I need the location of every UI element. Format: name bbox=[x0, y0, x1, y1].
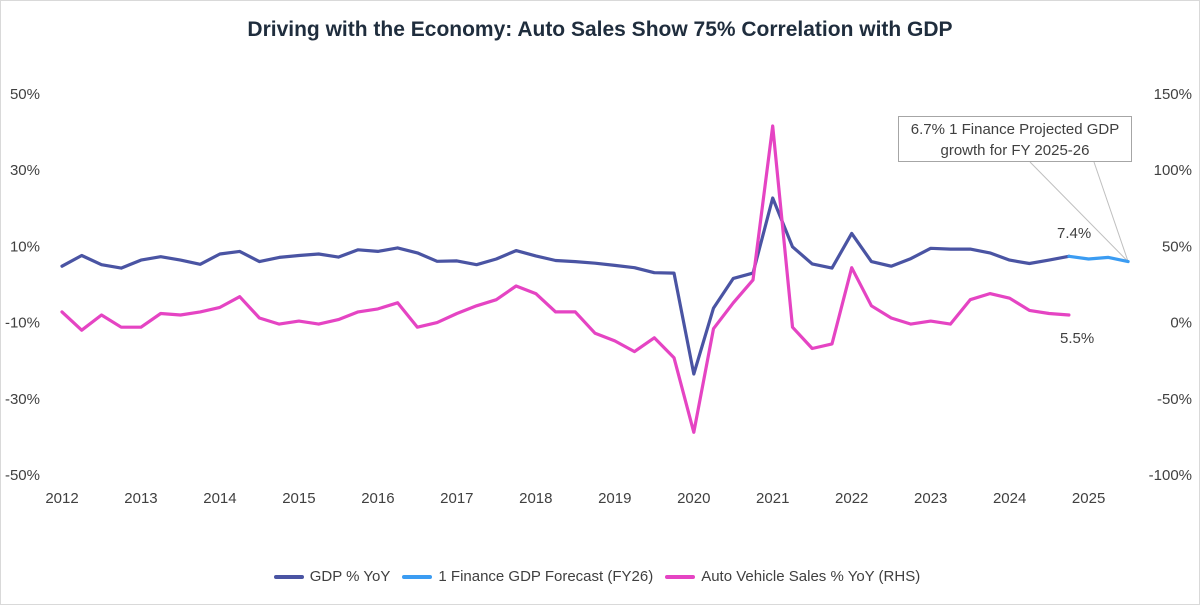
callout-leader-line-2 bbox=[1093, 161, 1129, 262]
x-tick-label: 2022 bbox=[835, 490, 868, 507]
x-tick-label: 2023 bbox=[914, 490, 947, 507]
right-tick-label: -50% bbox=[1157, 391, 1192, 408]
x-tick-label: 2014 bbox=[203, 490, 236, 507]
right-tick-label: 150% bbox=[1154, 86, 1192, 103]
series-layer bbox=[60, 124, 1130, 434]
chart-title: Driving with the Economy: Auto Sales Sho… bbox=[247, 18, 953, 41]
legend-item-gdp: GDP % YoY bbox=[273, 568, 391, 585]
auto-sales-last-value-label: 5.5% bbox=[1060, 330, 1095, 347]
gdp-last-value-label: 7.4% bbox=[1057, 225, 1092, 242]
left-tick-label: -10% bbox=[5, 315, 40, 332]
legend-swatch-forecast bbox=[402, 574, 433, 579]
right-tick-label: 0% bbox=[1170, 315, 1192, 332]
callout-line-1: 6.7% 1 Finance Projected GDP bbox=[910, 121, 1120, 138]
x-tick-label: 2020 bbox=[677, 490, 710, 507]
legend-swatch-gdp bbox=[273, 574, 304, 579]
legend-item-forecast: 1 Finance GDP Forecast (FY26) bbox=[402, 568, 653, 585]
x-tick-label: 2021 bbox=[756, 490, 789, 507]
left-tick-label: -50% bbox=[5, 467, 40, 484]
x-tick-label: 2017 bbox=[440, 490, 473, 507]
left-tick-label: -30% bbox=[5, 391, 40, 408]
right-tick-label: -100% bbox=[1149, 467, 1192, 484]
x-tick-label: 2015 bbox=[282, 490, 315, 507]
x-tick-label: 2024 bbox=[993, 490, 1026, 507]
series-line-1 bbox=[1067, 254, 1130, 264]
right-tick-label: 50% bbox=[1162, 238, 1192, 255]
legend-label-forecast: 1 Finance GDP Forecast (FY26) bbox=[438, 568, 654, 585]
right-axis-ticks: 150% 100% 50% 0% -50% -100% bbox=[1149, 86, 1192, 484]
left-tick-label: 10% bbox=[10, 238, 40, 255]
series-line-2 bbox=[60, 124, 1071, 434]
left-tick-label: 50% bbox=[10, 86, 40, 103]
chart-legend: GDP % YoY 1 Finance GDP Forecast (FY26) … bbox=[0, 568, 1200, 585]
legend-swatch-auto-sales bbox=[665, 574, 696, 579]
callout-leader-line-1 bbox=[1029, 161, 1129, 262]
right-tick-label: 100% bbox=[1154, 162, 1192, 179]
x-tick-label: 2016 bbox=[361, 490, 394, 507]
forecast-callout: 6.7% 1 Finance Projected GDP growth for … bbox=[898, 116, 1132, 162]
legend-label-auto-sales: Auto Vehicle Sales % YoY (RHS) bbox=[701, 568, 921, 585]
left-axis-ticks: 50% 30% 10% -10% -30% -50% bbox=[5, 86, 40, 484]
x-axis-ticks: 2012 2013 2014 2015 2016 2017 2018 2019 2020 2021… bbox=[45, 490, 1105, 507]
x-tick-label: 2018 bbox=[519, 490, 552, 507]
x-tick-label: 2025 bbox=[1072, 490, 1105, 507]
callout-line-2: growth for FY 2025-26 bbox=[940, 142, 1090, 159]
x-tick-label: 2019 bbox=[598, 490, 631, 507]
x-tick-label: 2012 bbox=[45, 490, 78, 507]
series-line-0 bbox=[60, 196, 1071, 376]
left-tick-label: 30% bbox=[10, 162, 40, 179]
legend-label-gdp: GDP % YoY bbox=[309, 568, 391, 585]
x-tick-label: 2013 bbox=[124, 490, 157, 507]
legend-item-auto-sales: Auto Vehicle Sales % YoY (RHS) bbox=[665, 568, 920, 585]
